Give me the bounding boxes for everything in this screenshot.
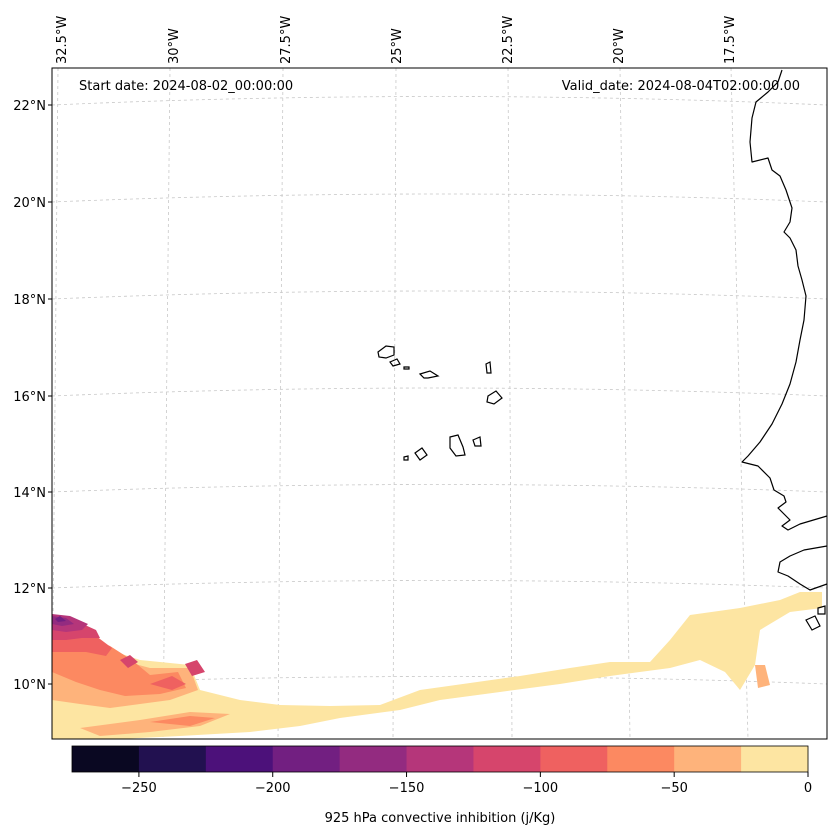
colorbar-tick-label: 0: [804, 781, 812, 796]
colorbar-tick-label: −250: [121, 781, 157, 796]
lon-label-20: 20°W: [612, 28, 627, 64]
cin-contour-25-to-50: [52, 640, 770, 736]
island-santo-antao: [377, 345, 395, 359]
colorbar-segment: [272, 746, 341, 772]
lat-label-16: 16°N: [13, 390, 46, 405]
cin-contour-0-to-25: [52, 592, 822, 739]
cin-contours: [52, 592, 822, 739]
lat-label-20: 20°N: [13, 196, 46, 211]
colorbar-segment: [674, 746, 742, 772]
lon-label-27-5: 27.5°W: [279, 16, 294, 64]
africa-coastline: [741, 69, 828, 591]
colorbar-segment: [205, 746, 274, 772]
lon-label-32-5: 32.5°W: [55, 16, 70, 64]
lat-label-10: 10°N: [13, 678, 46, 693]
lat-label-12: 12°N: [13, 582, 46, 597]
island-sao-nicolau: [418, 370, 440, 379]
island-fogo: [414, 447, 428, 461]
lat-label-18: 18°N: [13, 293, 46, 308]
colorbar-frame: [71, 745, 809, 773]
colorbar-segment: [473, 746, 541, 772]
colorbar-segment: [406, 746, 474, 772]
lon-label-17-5: 17.5°W: [723, 16, 738, 64]
colorbar-segment: [72, 746, 140, 772]
latitude-ticks: [48, 104, 52, 685]
valid-date-label: Valid_date: 2024-08-04T02:00:00.00: [562, 79, 800, 94]
island-sao-vicente: [389, 358, 401, 367]
colorbar-segment: [138, 746, 207, 772]
lat-label-14: 14°N: [13, 486, 46, 501]
colorbar: −250 −200 −150 −100 −50 0 925 hPa convective …: [71, 745, 812, 826]
island-maio: [472, 436, 482, 447]
colorbar-segment: [607, 746, 675, 772]
lat-label-22: 22°N: [13, 99, 46, 114]
island-santiago: [449, 434, 466, 457]
island-brava: [403, 455, 409, 461]
coast-island-b: [817, 605, 826, 615]
colorbar-label: 925 hPa convective inhibition (j/Kg): [325, 811, 556, 826]
lon-label-30: 30°W: [167, 28, 182, 64]
island-santa-luzia: [403, 366, 410, 370]
cin-contour-175-to-200: [55, 616, 66, 622]
map-frame: [51, 67, 828, 740]
colorbar-segment: [339, 746, 408, 772]
cape-verde-islands: [377, 345, 503, 461]
longitude-labels: 32.5°W 30°W 27.5°W 25°W 22.5°W 20°W 17.5…: [55, 16, 738, 64]
colorbar-tick-label: −50: [660, 781, 687, 796]
colorbar-ticks: −250 −200 −150 −100 −50 0: [121, 772, 812, 796]
island-sal: [485, 361, 492, 374]
colorbar-segment: [540, 746, 608, 772]
lon-label-22-5: 22.5°W: [501, 16, 516, 64]
latitude-labels: 22°N 20°N 18°N 16°N 14°N 12°N 10°N: [13, 99, 46, 693]
lon-label-25: 25°W: [390, 28, 405, 64]
coastlines: [741, 69, 828, 631]
colorbar-tick-label: −150: [389, 781, 425, 796]
colorbar-segment: [741, 746, 809, 772]
cin-contour-75-to-100: [52, 622, 186, 690]
colorbar-tick-label: −200: [255, 781, 291, 796]
island-boa-vista: [486, 390, 503, 405]
colorbar-tick-label: −100: [523, 781, 559, 796]
cin-contour-100-to-125: [52, 618, 205, 676]
colorbar-segments: [72, 746, 809, 772]
start-date-label: Start date: 2024-08-02_00:00:00: [79, 79, 293, 94]
coast-island-a: [805, 615, 821, 631]
